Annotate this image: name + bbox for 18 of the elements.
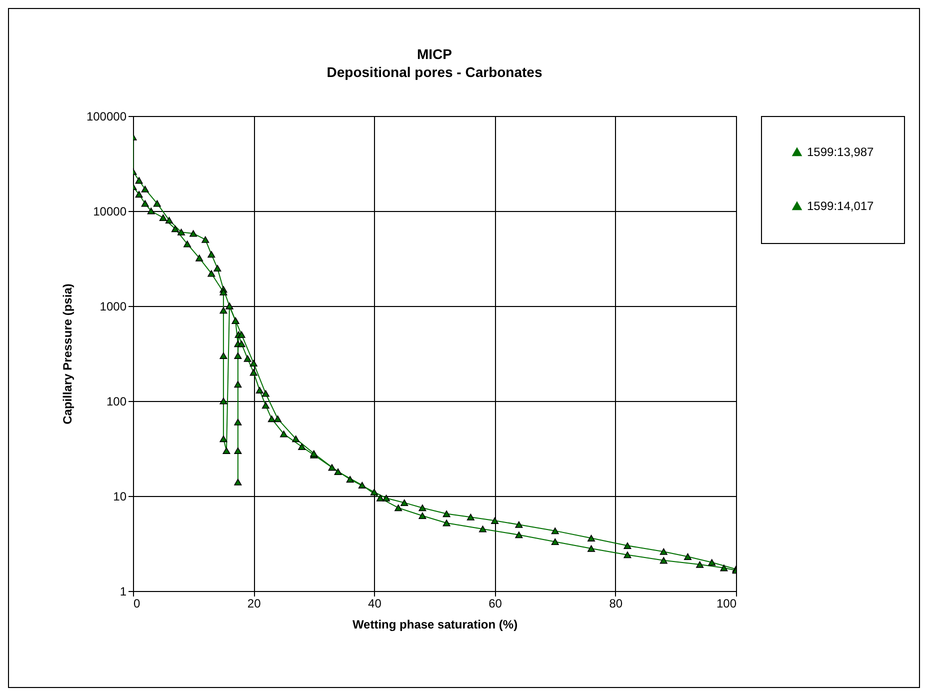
x-tick-label: 0 (134, 596, 140, 610)
x-tick-label: 60 (488, 596, 502, 610)
y-tick-label: 100000 (86, 110, 127, 124)
legend-label: 1599:14,017 (807, 199, 874, 213)
chart-title: MICP (417, 46, 452, 62)
chart-subtitle: Depositional pores - Carbonates (326, 64, 542, 80)
y-tick-label: 10 (113, 490, 127, 504)
x-tick-label: 20 (247, 596, 262, 610)
y-tick-label: 100 (106, 394, 127, 408)
y-tick-label: 1000 (100, 300, 127, 314)
y-tick-label: 1 (120, 584, 127, 598)
x-tick-label: 40 (368, 596, 382, 610)
x-axis-title: Wetting phase saturation (%) (352, 618, 518, 632)
y-tick-label: 10000 (93, 204, 127, 218)
x-tick-label: 80 (609, 596, 623, 610)
legend-label: 1599:13,987 (807, 145, 874, 159)
y-axis-title: Capillary Pressure (psia) (60, 284, 74, 424)
x-tick-label: 100 (716, 596, 737, 610)
